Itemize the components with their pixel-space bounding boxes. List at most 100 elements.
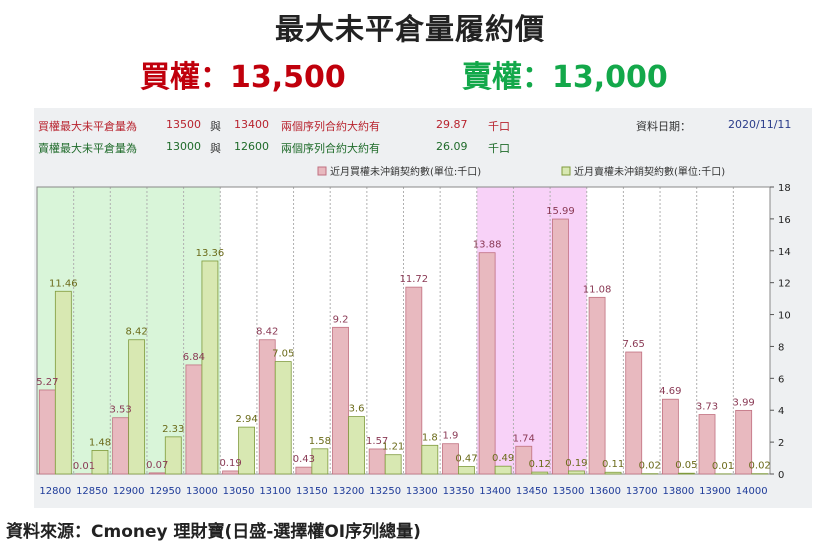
- data-label-call-14000: 3.99: [733, 397, 755, 408]
- bar-call-12900: [112, 417, 130, 475]
- date-label: 資料日期：: [636, 120, 691, 133]
- call-info-strike-2: 13400: [234, 118, 269, 131]
- bar-call-13350: [442, 443, 459, 475]
- data-label-call-12800: 5.27: [36, 377, 58, 388]
- data-label-put-13800: 0.05: [675, 460, 697, 471]
- data-label-call-13450: 1.74: [513, 433, 535, 444]
- y-tick-label: 8: [778, 342, 784, 353]
- call-info-label: 買權最大未平倉量為: [38, 120, 137, 133]
- data-label-call-12950: 0.07: [146, 460, 168, 471]
- bar-put-12950: [164, 436, 182, 475]
- data-label-call-13800: 4.69: [659, 386, 681, 397]
- data-label-call-13200: 9.2: [333, 314, 349, 325]
- x-tick-label: 13500: [553, 486, 585, 497]
- data-label-call-13600: 11.08: [583, 284, 612, 295]
- data-label-call-13100: 8.42: [256, 327, 278, 338]
- bar-put-13150: [311, 448, 329, 475]
- data-label-put-13100: 7.05: [272, 349, 294, 360]
- put-info-total: 26.09: [436, 140, 468, 153]
- data-label-put-13150: 1.58: [309, 436, 331, 447]
- x-tick-label: 12800: [39, 486, 71, 497]
- call-info-and: 與: [210, 120, 221, 133]
- x-tick-label: 13400: [479, 486, 511, 497]
- bar-call-13400: [478, 252, 496, 475]
- data-label-put-13900: 0.01: [712, 461, 734, 472]
- call-info-total: 29.87: [436, 118, 468, 131]
- data-label-put-13250: 1.21: [382, 442, 404, 453]
- data-label-put-13700: 0.02: [639, 461, 661, 472]
- bar-call-13600: [588, 296, 606, 475]
- data-label-put-13000: 13.36: [196, 248, 225, 259]
- data-label-put-13200: 3.6: [349, 404, 365, 415]
- call-info-unit: 千口: [488, 120, 510, 133]
- x-tick-label: 13700: [626, 486, 658, 497]
- bar-put-13250: [384, 454, 402, 475]
- data-label-call-13250: 1.57: [366, 436, 388, 447]
- y-tick-label: 0: [778, 470, 784, 481]
- bar-put-13400: [494, 465, 512, 475]
- put-info-strike-1: 13000: [166, 140, 201, 153]
- put-max-oi-headline: 賣權：13,000: [462, 60, 668, 95]
- bar-put-13450: [531, 471, 549, 475]
- bar-put-13300: [421, 444, 439, 475]
- y-tick-label: 6: [778, 374, 784, 385]
- bar-call-13450: [515, 445, 533, 475]
- bar-call-13000: [185, 364, 203, 475]
- data-label-call-13400: 13.88: [473, 240, 502, 251]
- data-label-put-12850: 1.48: [89, 437, 111, 448]
- data-label-call-13300: 11.72: [400, 274, 429, 285]
- plot-border: [36, 186, 771, 475]
- x-tick-label: 13600: [589, 486, 621, 497]
- call-max-oi-headline: 買權：13,500: [140, 60, 346, 95]
- data-label-call-13500: 15.99: [546, 206, 575, 217]
- x-tick-label: 13200: [333, 486, 365, 497]
- bar-put-12900: [128, 339, 146, 475]
- data-label-call-13000: 6.84: [183, 352, 205, 363]
- x-tick-label: 13300: [406, 486, 438, 497]
- bar-call-13100: [258, 339, 276, 475]
- bar-call-13700: [625, 351, 643, 475]
- data-label-put-13350: 0.47: [455, 454, 477, 465]
- y-tick-label: 2: [778, 438, 784, 449]
- x-tick-label: 13000: [186, 486, 218, 497]
- x-tick-label: 13100: [259, 486, 291, 497]
- bar-call-12800: [38, 389, 56, 475]
- data-label-call-13900: 3.73: [696, 402, 718, 413]
- y-tick-label: 18: [778, 183, 791, 194]
- bar-put-12800: [54, 290, 72, 475]
- bar-put-13350: [458, 466, 475, 475]
- x-tick-label: 13150: [296, 486, 328, 497]
- y-tick-label: 16: [778, 215, 791, 226]
- data-label-call-12850: 0.01: [73, 461, 95, 472]
- data-label-call-12900: 3.53: [109, 405, 131, 416]
- page-title: 最大未平倉量履約價: [274, 12, 545, 46]
- data-label-call-13350: 1.9: [443, 431, 459, 442]
- date-value: 2020/11/11: [728, 118, 792, 131]
- data-label-put-13600: 0.11: [602, 459, 624, 470]
- x-tick-label: 12900: [113, 486, 145, 497]
- call-info-strike-1: 13500: [166, 118, 201, 131]
- legend-swatch-call: [317, 166, 327, 176]
- bar-put-13050: [238, 426, 255, 475]
- data-label-put-13500: 0.19: [565, 458, 587, 469]
- put-info-and: 與: [210, 142, 221, 155]
- bar-call-13150: [295, 466, 313, 475]
- data-label-put-14000: 0.02: [749, 461, 771, 472]
- y-tick-label: 12: [778, 279, 791, 290]
- bar-call-14000: [735, 409, 753, 475]
- bar-call-12950: [148, 472, 166, 475]
- bar-call-13800: [661, 398, 679, 475]
- bar-call-13200: [332, 326, 349, 475]
- data-label-put-12950: 2.33: [162, 424, 184, 435]
- x-tick-label: 13450: [516, 486, 548, 497]
- x-tick-label: 14000: [736, 486, 768, 497]
- bar-call-13300: [405, 286, 423, 475]
- y-tick-label: 10: [778, 311, 791, 322]
- data-label-call-13050: 0.19: [219, 458, 241, 469]
- x-tick-label: 13900: [699, 486, 731, 497]
- data-label-put-13300: 1.8: [422, 432, 438, 443]
- data-label-put-13450: 0.12: [529, 459, 551, 470]
- data-label-put-13050: 2.94: [235, 414, 257, 425]
- bar-put-13500: [568, 470, 585, 475]
